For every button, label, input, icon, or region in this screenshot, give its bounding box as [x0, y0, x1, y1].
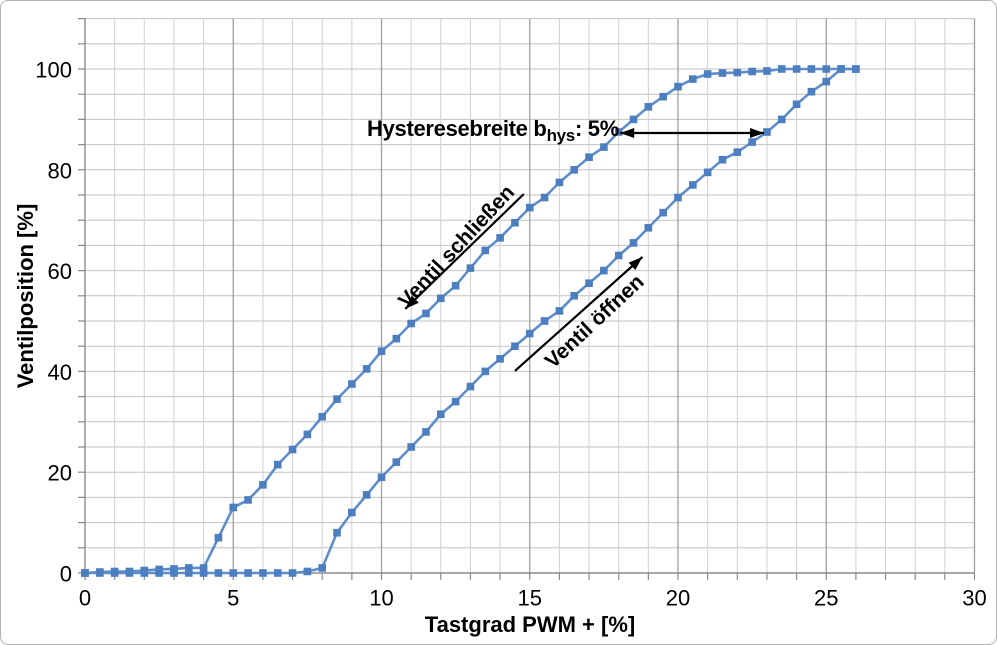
x-axis-title: Tastgrad PWM + [%] [424, 612, 636, 637]
svg-text:60: 60 [48, 259, 72, 284]
hysteresis-annotation: Hysteresebreite bhys: 5% [367, 116, 620, 145]
svg-text:20: 20 [48, 461, 72, 486]
svg-text:25: 25 [814, 586, 838, 611]
svg-text:100: 100 [35, 58, 72, 83]
y-axis-title: Ventilposition [%] [13, 203, 38, 389]
axes [78, 18, 976, 580]
series-valve-open [81, 65, 860, 577]
svg-text:15: 15 [518, 586, 542, 611]
svg-text:0: 0 [60, 562, 72, 587]
tick-labels: 0 5 10 15 20 25 30 0 20 40 60 80 100 [35, 58, 986, 611]
svg-text:20: 20 [666, 586, 690, 611]
hysteresis-annotation-value: : 5% [574, 116, 620, 141]
svg-text:30: 30 [962, 586, 986, 611]
gridlines [85, 18, 976, 573]
annotation-arrows [404, 128, 764, 372]
hysteresis-annotation-prefix: Hysteresebreite b [367, 116, 547, 141]
svg-text:10: 10 [369, 586, 393, 611]
svg-text:0: 0 [79, 586, 91, 611]
svg-text:5: 5 [227, 586, 239, 611]
hysteresis-annotation-subscript: hys [546, 126, 576, 145]
svg-text:40: 40 [48, 360, 72, 385]
svg-text:80: 80 [48, 158, 72, 183]
